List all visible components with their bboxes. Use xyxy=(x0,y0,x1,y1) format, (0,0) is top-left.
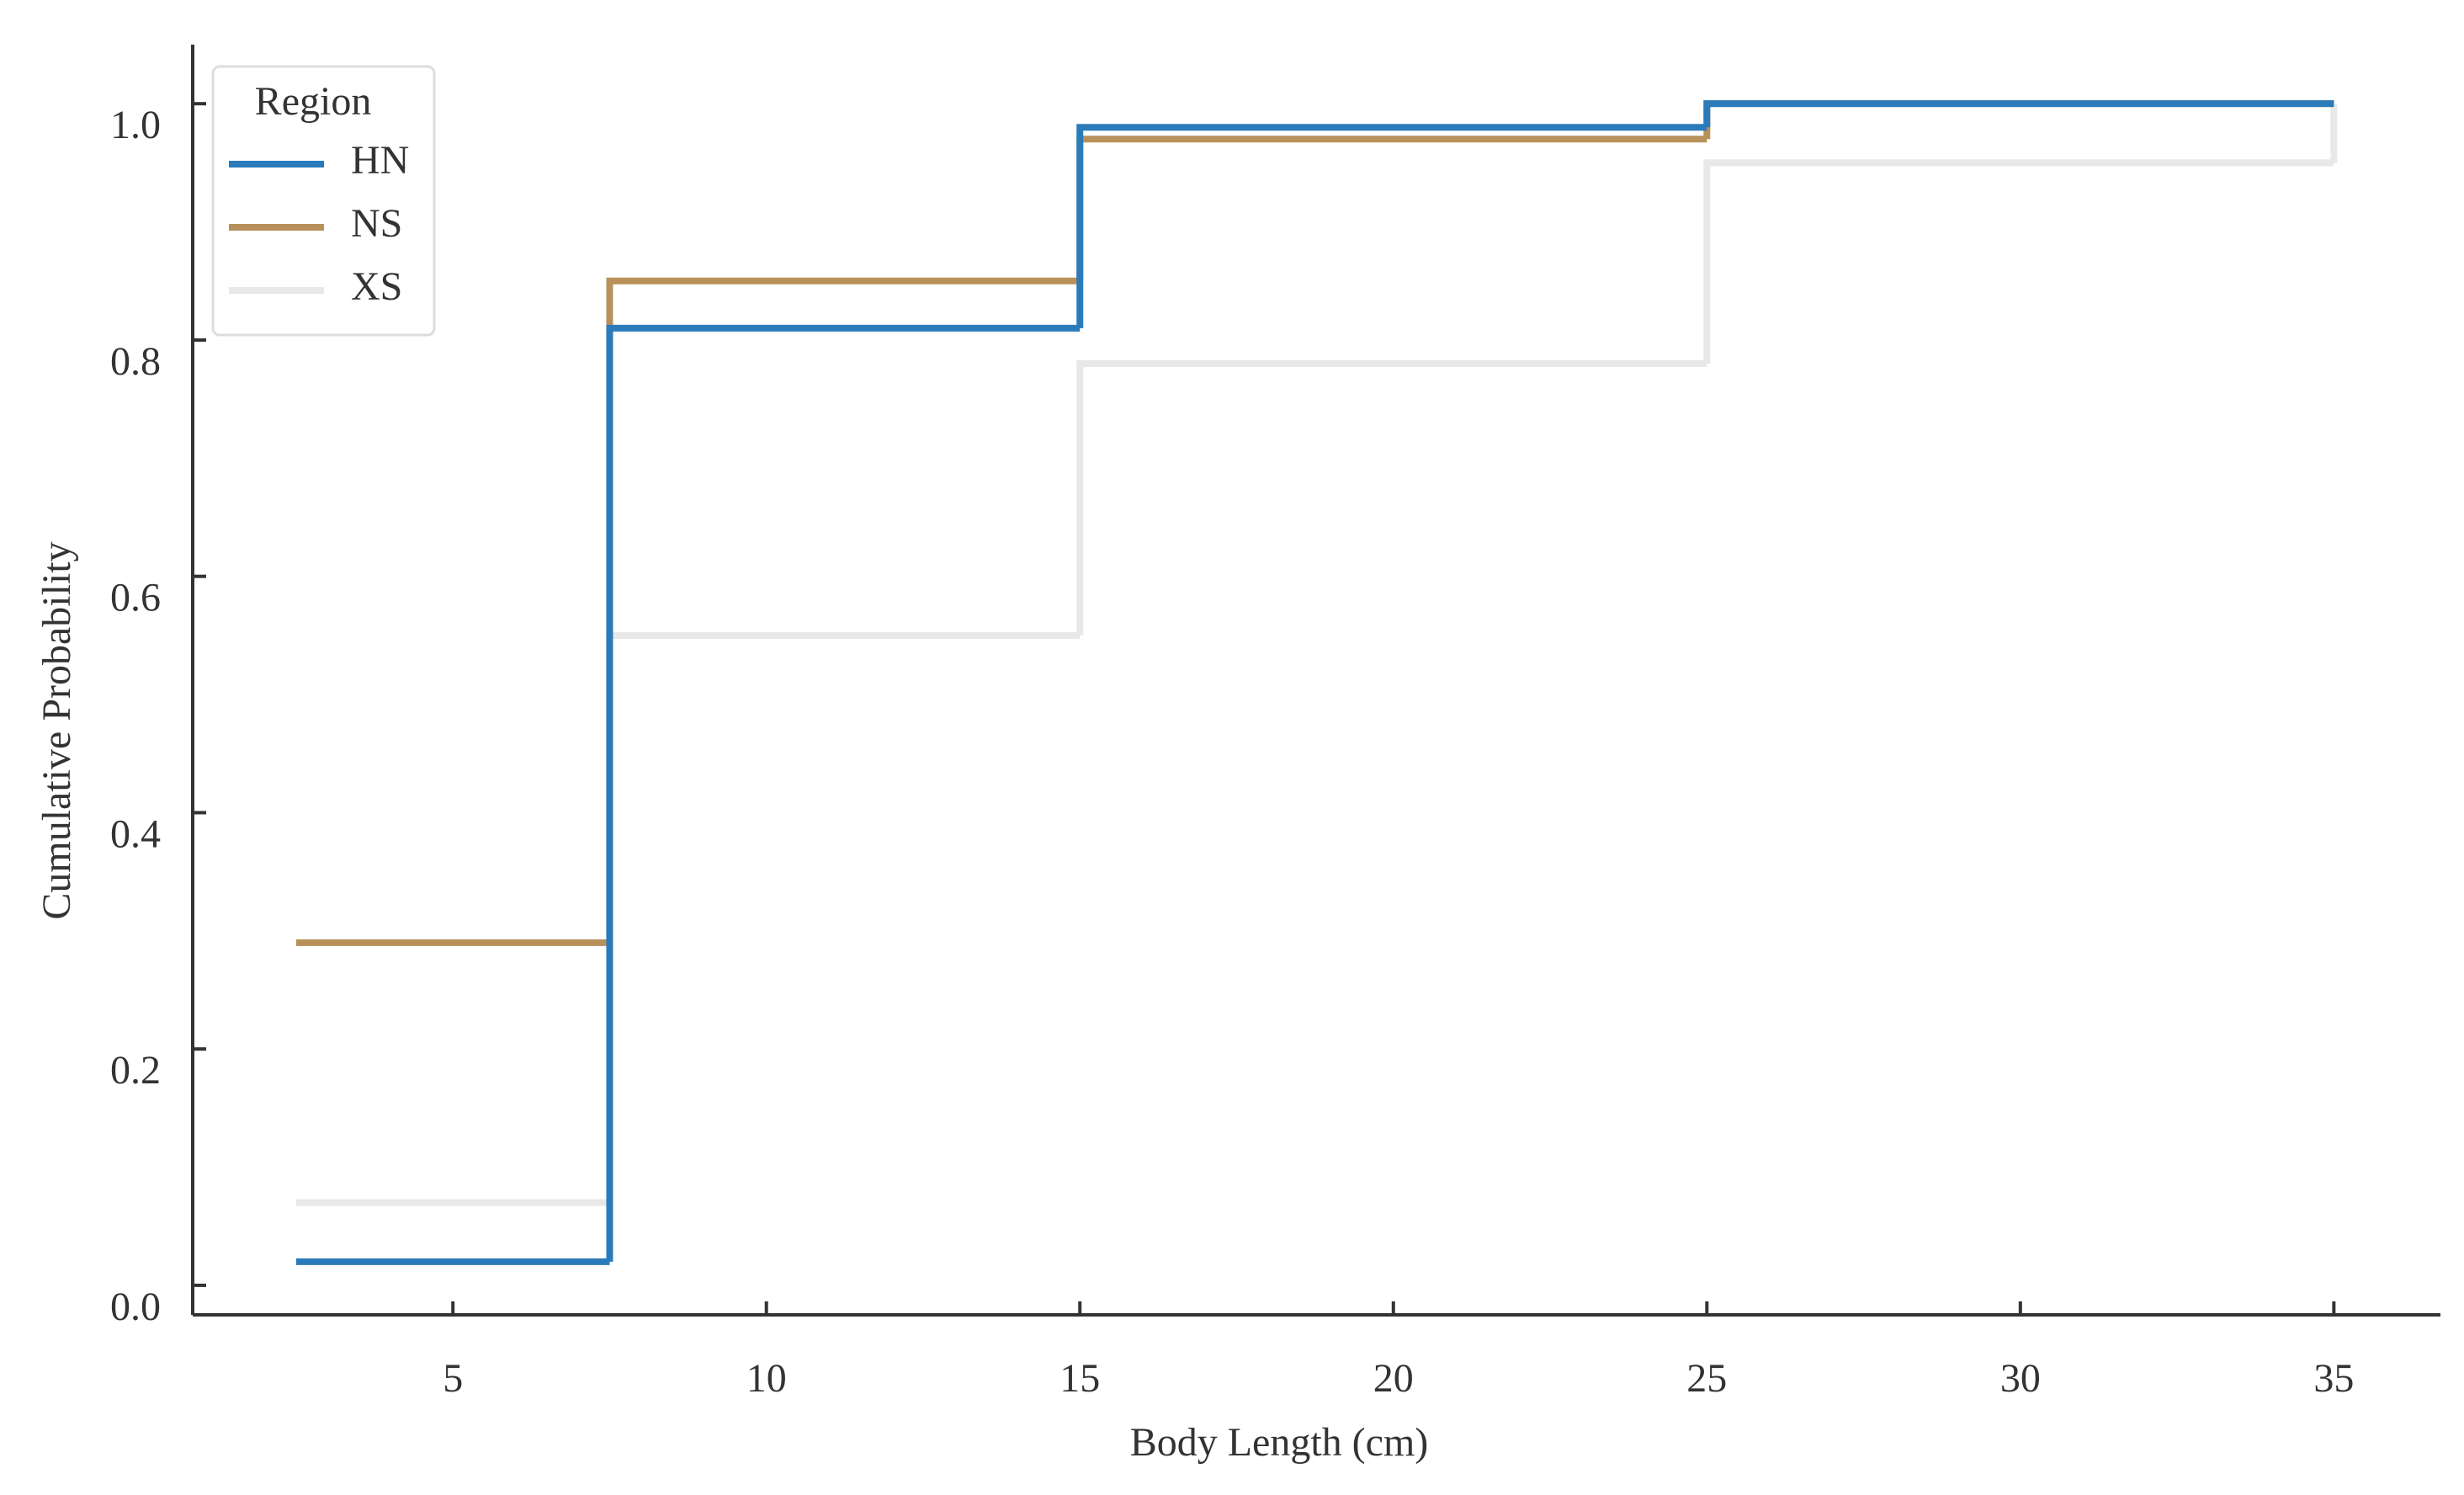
x-tick-label: 30 xyxy=(2000,1356,2041,1401)
x-tick-label: 15 xyxy=(1059,1356,1100,1401)
x-tick-label: 35 xyxy=(2313,1356,2354,1401)
y-tick-label: 0.0 xyxy=(110,1285,161,1329)
legend-title: Region xyxy=(255,79,372,124)
legend-label: XS xyxy=(351,264,402,309)
x-tick-label: 25 xyxy=(1686,1356,1727,1401)
x-tick-label: 5 xyxy=(443,1356,463,1401)
step-segment xyxy=(1703,159,2334,364)
legend-label: HN xyxy=(351,138,409,183)
legend-box xyxy=(211,65,436,337)
x-axis-label: Body Length (cm) xyxy=(1130,1420,1429,1465)
x-tick-label: 10 xyxy=(746,1356,787,1401)
legend-label: NS xyxy=(351,201,402,246)
x-tick-label: 20 xyxy=(1373,1356,1414,1401)
y-tick-label: 0.8 xyxy=(110,339,161,384)
y-tick-label: 0.4 xyxy=(110,811,161,856)
step-segment xyxy=(1703,100,2334,128)
step-segment xyxy=(1076,360,1707,636)
step-segment xyxy=(1703,100,2334,140)
step-segment xyxy=(606,324,1081,1262)
step-segment xyxy=(606,277,1081,943)
y-tick-label: 0.2 xyxy=(110,1048,161,1093)
y-axis-label: Cumulative Probability xyxy=(35,541,79,919)
y-tick-label: 1.0 xyxy=(110,103,161,147)
y-tick-label: 0.6 xyxy=(110,576,161,620)
step-segment xyxy=(606,631,1081,1203)
step-segment xyxy=(1076,124,1707,328)
step-segment xyxy=(1076,136,1707,281)
